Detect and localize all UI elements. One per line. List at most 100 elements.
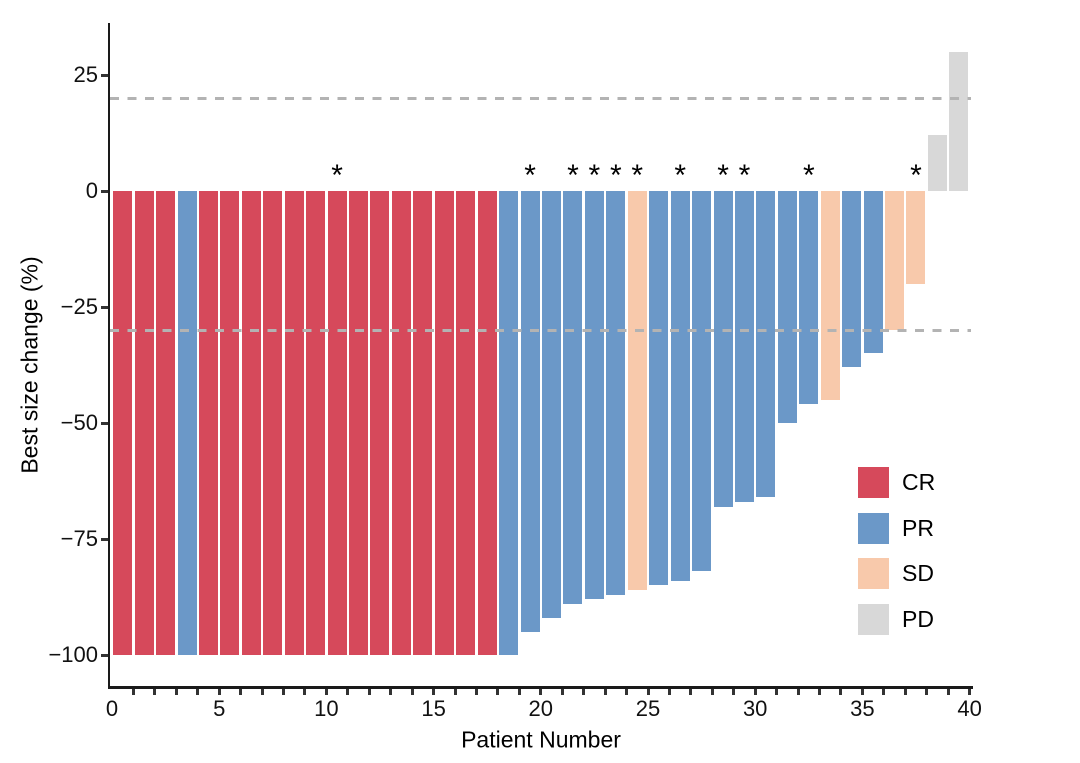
y-tick-label: −25 <box>60 294 98 319</box>
bar-patient-4 <box>177 191 197 655</box>
x-tick <box>389 689 393 695</box>
x-tick-label: 40 <box>957 696 982 721</box>
x-tick <box>153 689 157 695</box>
bar-patient-38 <box>906 191 926 284</box>
bar-patient-31 <box>756 191 776 498</box>
x-tick <box>625 689 629 695</box>
legend-label-PR: PR <box>902 515 934 541</box>
bar-patient-40 <box>949 51 969 191</box>
bar-patient-5 <box>198 191 218 655</box>
x-tick <box>517 689 521 695</box>
bar-patient-7 <box>241 191 261 655</box>
bar-patient-30 <box>734 191 754 502</box>
bar-patient-21 <box>542 191 561 618</box>
bar-patient-26 <box>649 191 669 586</box>
y-tick <box>101 653 108 657</box>
y-tick <box>101 73 108 77</box>
x-tick <box>303 689 307 695</box>
bar-patient-14 <box>391 191 411 655</box>
star-patient-29: * <box>717 159 729 192</box>
x-tick-label: 5 <box>213 696 226 721</box>
legend-swatch-PD <box>858 604 889 635</box>
x-tick-label: 30 <box>742 696 768 721</box>
x-tick <box>582 689 586 695</box>
y-tick-label: 0 <box>85 178 98 203</box>
bar-patient-35 <box>842 191 862 368</box>
reference-line-lower <box>110 328 971 332</box>
x-tick <box>131 689 135 695</box>
bar-patient-9 <box>284 191 304 655</box>
x-tick <box>603 689 607 695</box>
x-tick <box>667 689 671 695</box>
star-patient-25: * <box>631 159 644 192</box>
star-patient-22: * <box>567 159 579 192</box>
x-tick <box>775 689 779 695</box>
bar-patient-6 <box>220 191 240 655</box>
x-tick <box>496 689 500 695</box>
x-tick-label: 0 <box>105 696 119 721</box>
x-tick <box>646 689 650 695</box>
x-tick <box>324 689 328 695</box>
x-tick <box>753 689 757 695</box>
y-tick <box>101 537 108 541</box>
x-tick <box>282 689 286 695</box>
x-tick-label: 15 <box>421 696 446 721</box>
y-axis-line <box>108 23 110 689</box>
x-tick <box>903 689 907 695</box>
legend-swatch-PR <box>858 513 889 544</box>
y-tick-label: −100 <box>48 642 98 667</box>
star-patient-33: * <box>802 159 815 192</box>
bar-patient-11 <box>327 191 347 655</box>
reference-line-upper <box>110 96 971 100</box>
x-tick <box>839 689 843 695</box>
y-axis-title: Best size change (%) <box>16 256 43 474</box>
bar-patient-10 <box>306 191 326 655</box>
x-tick <box>239 689 243 695</box>
bar-patient-25 <box>627 191 647 591</box>
bar-patient-12 <box>349 191 369 655</box>
y-tick-label: −75 <box>60 526 98 551</box>
y-tick-label: 25 <box>73 62 98 87</box>
y-tick <box>101 305 108 309</box>
x-tick <box>882 689 886 695</box>
x-tick <box>474 689 478 695</box>
x-tick-label: 10 <box>314 696 339 721</box>
bar-patient-8 <box>263 191 283 655</box>
star-patient-24: * <box>609 159 622 192</box>
star-patient-38: * <box>910 159 922 192</box>
bar-patient-39 <box>927 135 947 191</box>
x-tick <box>818 689 822 695</box>
x-tick <box>432 689 436 695</box>
legend-swatch-SD <box>858 558 889 589</box>
star-patient-20: * <box>524 159 536 192</box>
x-tick <box>732 689 736 695</box>
x-axis-title: Patient Number <box>461 726 621 753</box>
bar-patient-2 <box>134 191 154 655</box>
x-tick <box>260 689 264 695</box>
x-tick <box>539 689 543 695</box>
star-patient-27: * <box>674 159 686 192</box>
x-tick <box>860 689 864 695</box>
bar-patient-32 <box>777 191 797 423</box>
star-patient-30: * <box>738 159 751 192</box>
x-tick <box>196 689 200 695</box>
bar-patient-29 <box>713 191 733 507</box>
legend-swatch-CR <box>858 467 889 498</box>
x-tick <box>174 689 178 695</box>
bar-patient-33 <box>799 191 819 405</box>
y-tick <box>101 189 108 193</box>
x-axis-line <box>108 686 973 689</box>
bar-patient-22 <box>563 191 583 604</box>
x-tick <box>968 689 972 695</box>
bar-patient-28 <box>692 191 712 572</box>
bar-patient-27 <box>670 191 690 581</box>
bar-patient-36 <box>863 191 883 354</box>
x-tick <box>925 689 929 695</box>
bar-patient-3 <box>156 191 176 655</box>
bar-patient-24 <box>606 191 626 595</box>
x-tick <box>946 689 950 695</box>
x-tick-label: 20 <box>528 696 554 721</box>
bar-patient-16 <box>434 191 454 655</box>
bar-patient-15 <box>413 191 433 655</box>
